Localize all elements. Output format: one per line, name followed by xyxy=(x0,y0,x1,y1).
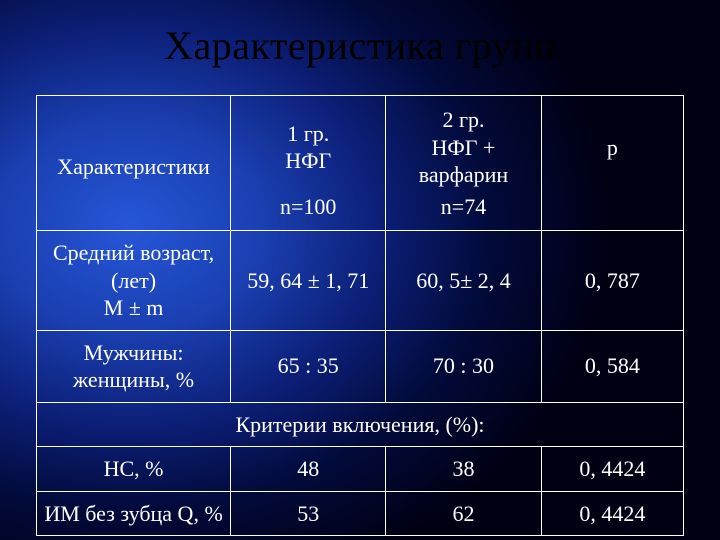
table-row: Средний возраст,(лет)M ± m 59, 64 ± 1, 7… xyxy=(37,231,684,331)
row-c2: 62 xyxy=(386,491,541,536)
row-c3: 0, 4424 xyxy=(541,447,683,492)
row-label: Мужчины: женщины, % xyxy=(37,330,231,402)
row-c2: 38 xyxy=(386,447,541,492)
header-col2-bot: n=74 xyxy=(386,191,541,231)
section-label: Критерии включения, (%): xyxy=(37,402,684,447)
table-row: НС, % 48 38 0, 4424 xyxy=(37,447,684,492)
header-col3-top: p xyxy=(541,96,683,191)
header-col2-top: 2 гр.НФГ +варфарин xyxy=(386,96,541,191)
row-label: НС, % xyxy=(37,447,231,492)
row-label: ИМ без зубца Q, % xyxy=(37,491,231,536)
section-row: Критерии включения, (%): xyxy=(37,402,684,447)
row-c3: 0, 4424 xyxy=(541,491,683,536)
row-c1: 53 xyxy=(231,491,386,536)
header-col1-bot: n=100 xyxy=(231,191,386,231)
row-c3: 0, 787 xyxy=(541,231,683,331)
row-c2: 60, 5± 2, 4 xyxy=(386,231,541,331)
row-c1: 48 xyxy=(231,447,386,492)
slide-title: Характеристика групп xyxy=(36,22,684,69)
row-c1: 65 : 35 xyxy=(231,330,386,402)
table-row: ИМ без зубца Q, % 53 62 0, 4424 xyxy=(37,491,684,536)
row-label: Средний возраст,(лет)M ± m xyxy=(37,231,231,331)
groups-table: Характеристики 1 гр.НФГ 2 гр.НФГ +варфар… xyxy=(36,95,684,536)
row-c1: 59, 64 ± 1, 71 xyxy=(231,231,386,331)
table-row: Мужчины: женщины, % 65 : 35 70 : 30 0, 5… xyxy=(37,330,684,402)
row-c2: 70 : 30 xyxy=(386,330,541,402)
header-rowlabel: Характеристики xyxy=(37,96,231,231)
header-col3-bot xyxy=(541,191,683,231)
header-col1-top: 1 гр.НФГ xyxy=(231,96,386,191)
row-c3: 0, 584 xyxy=(541,330,683,402)
